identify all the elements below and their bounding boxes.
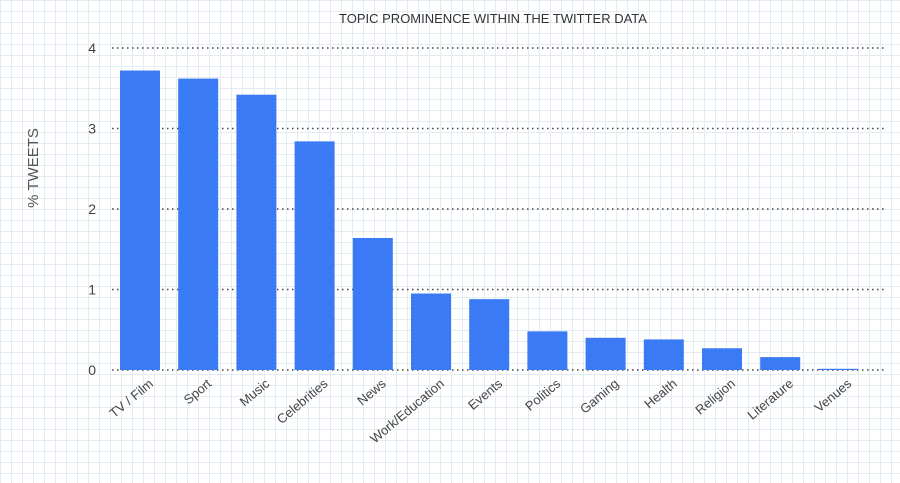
- x-tick-label: Health: [641, 376, 679, 412]
- x-tick-label: Religion: [692, 376, 738, 418]
- bar: [585, 337, 626, 370]
- bar: [643, 339, 684, 370]
- x-tick-label: Events: [465, 375, 505, 412]
- bar: [527, 331, 568, 370]
- y-tick-label: 2: [88, 201, 96, 217]
- x-axis-ticks: TV / Film Sport Music Celebrities NewsWork/E…: [106, 375, 854, 446]
- bar: [702, 348, 742, 370]
- x-tick-label: Politics: [522, 375, 564, 413]
- chart-title: TOPIC PROMINENCE WITHIN THE TWITTER DATA: [339, 11, 647, 26]
- x-tick-label: Music: [237, 375, 273, 409]
- bar: [469, 299, 510, 370]
- bar: [760, 357, 801, 370]
- y-tick-label: 4: [88, 40, 96, 56]
- x-tick-label: Celebrities: [274, 375, 331, 426]
- bar: [236, 94, 277, 370]
- y-tick-label: 3: [88, 121, 96, 137]
- x-tick-label: TV / Film: [106, 376, 155, 421]
- bar: [352, 237, 393, 370]
- x-tick-label: Venues: [811, 375, 854, 415]
- bars: [120, 70, 859, 370]
- bar: [178, 78, 219, 370]
- x-tick-label: Literature: [744, 376, 796, 423]
- y-axis-label: % TWEETS: [25, 128, 42, 208]
- x-tick-label: Gaming: [577, 376, 622, 417]
- x-tick-label: Sport: [181, 376, 215, 408]
- bar: [818, 368, 859, 370]
- x-tick-label: News: [354, 375, 389, 408]
- y-tick-label: 0: [88, 362, 96, 378]
- bar: [411, 293, 451, 370]
- y-axis-ticks: 0 1 2 3 4: [88, 40, 96, 378]
- bar: [294, 141, 335, 370]
- y-tick-label: 1: [88, 282, 96, 298]
- bar: [120, 70, 160, 370]
